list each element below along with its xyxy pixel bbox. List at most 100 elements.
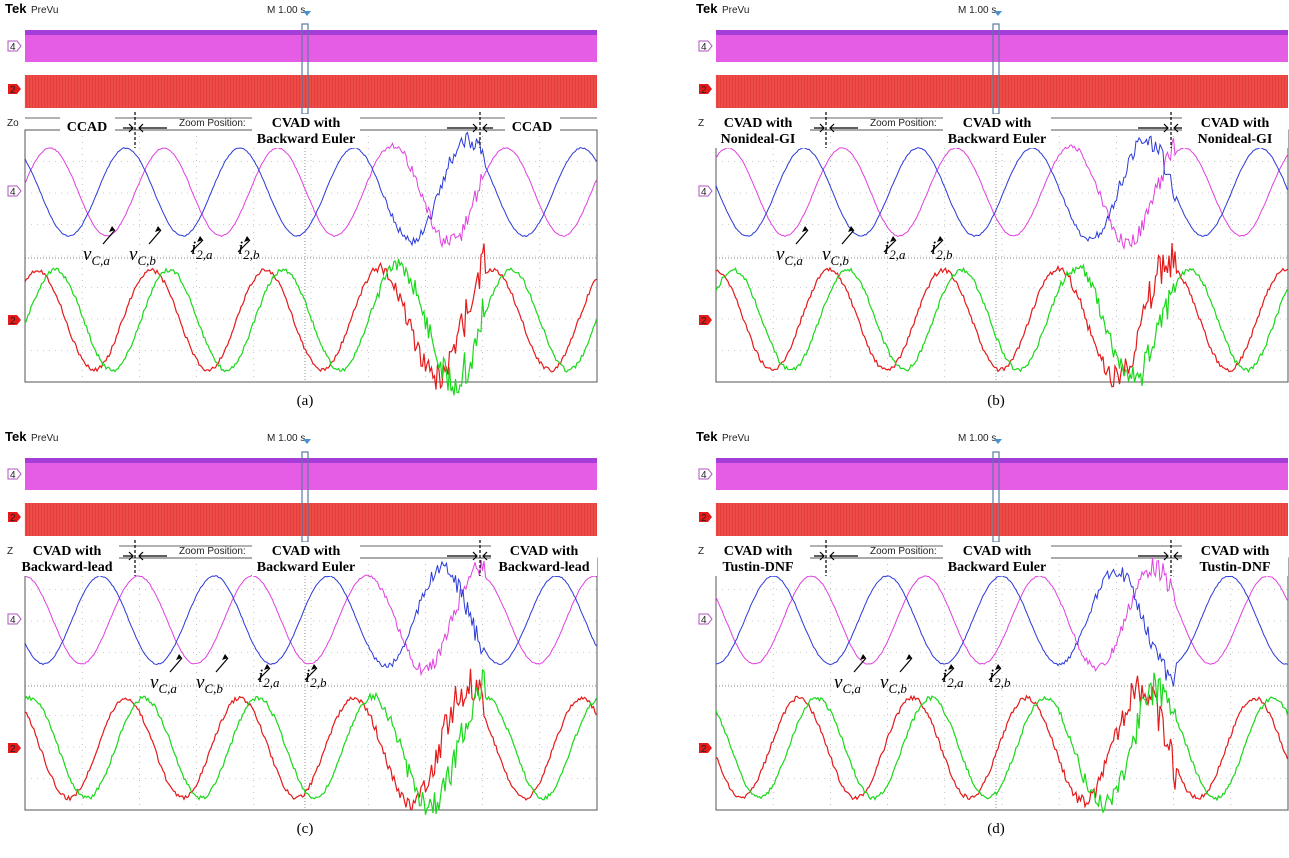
arrow-i-2a-head — [197, 236, 203, 242]
arrow-right-in-icon — [1138, 551, 1169, 561]
right-label-bg — [1182, 542, 1288, 576]
overview-ch4-band — [25, 458, 597, 490]
middle-segment-label-line2: Backward Euler — [948, 560, 1046, 575]
right-segment-label-line1: CVAD with — [510, 544, 579, 559]
trace-i-2b — [24, 668, 598, 815]
arrow-v-cb — [215, 657, 229, 673]
right-segment-label-line2: Backward-lead — [499, 560, 590, 575]
left-segment-label-line2: Backward-lead — [22, 560, 113, 575]
left-segment-label-line1: CVAD with — [724, 116, 793, 131]
arrow-i-2a — [190, 239, 204, 253]
arrow-i-2a-head — [948, 664, 954, 670]
panel-d: Tek PreVu M 1.00 s 4 2 Zo Zoom Position: 4 2 CVAD… — [696, 428, 1289, 837]
overview-ch2-band — [716, 75, 1288, 108]
label-v-ca: vC,a — [83, 244, 110, 268]
caption-d: (d) — [987, 821, 1005, 837]
overview-ch4-band — [25, 30, 597, 62]
arrow-i-2a-head — [264, 664, 270, 670]
arrow-i-2b — [304, 667, 318, 681]
right-segment-label-line1: CVAD with — [1201, 544, 1270, 559]
arrow-i-2b — [930, 239, 944, 253]
arrow-right-in-icon — [447, 551, 478, 561]
left-segment-label-line1: CVAD with — [33, 544, 102, 559]
ch4-overview-marker-icon — [7, 468, 22, 480]
arrow-left-out-icon — [829, 123, 858, 133]
trace-i-2a — [24, 668, 598, 811]
arrow-i-2a-head — [890, 236, 896, 242]
left-label-bg — [60, 117, 115, 135]
middle-segment-label-line2: Backward Euler — [257, 560, 355, 575]
arrow-v-cb — [148, 229, 162, 245]
timebase-label: M 1.00 s — [267, 433, 305, 444]
left-label-bg — [704, 114, 810, 148]
ch4-marker-icon — [7, 185, 22, 197]
trace-v-cb — [24, 131, 597, 247]
ch4-marker-icon — [7, 613, 22, 625]
ch2-marker-icon — [8, 315, 21, 325]
arrow-v-ca-head — [109, 226, 115, 232]
ch4-overview-marker-label: 4 — [701, 42, 707, 53]
ch2-overview-marker-icon — [8, 84, 21, 94]
label-i-2a: i2,a — [191, 238, 213, 262]
timebase-label: M 1.00 s — [958, 433, 996, 444]
panel-b: Tek PreVu M 1.00 s 4 2 Zo Zoom Position: 4 2 CVAD… — [696, 0, 1289, 409]
right-segment-label: CCAD — [512, 120, 552, 135]
overview-ch2-band — [25, 75, 597, 108]
arrow-i-2b-head — [311, 664, 317, 670]
zoom-position-label: Zoom Position: — [179, 546, 246, 557]
arrow-i-2b-head — [937, 236, 943, 242]
middle-segment-label-line1: CVAD with — [963, 116, 1032, 131]
trigger-marker-icon — [303, 439, 311, 444]
mode-label: PreVu — [31, 5, 58, 16]
label-v-ca: vC,a — [150, 672, 177, 696]
mode-label: PreVu — [31, 433, 58, 444]
arrow-v-cb-head — [155, 226, 161, 232]
brand-label: Tek — [5, 429, 27, 444]
left-segment-label-line2: Nonideal-GI — [721, 132, 796, 147]
trace-v-ca — [715, 557, 1288, 672]
ch2-marker-icon — [8, 743, 21, 753]
arrow-v-ca-head — [802, 226, 808, 232]
left-segment-label-line2: Tustin-DNF — [722, 560, 793, 575]
left-segment-label: CCAD — [67, 120, 107, 135]
left-label-bg — [13, 542, 119, 576]
right-label-bg — [1182, 114, 1288, 148]
arrow-i-2a — [941, 667, 955, 681]
arrow-v-ca-head — [176, 654, 182, 660]
overview-ch4-edge — [25, 458, 597, 463]
arrow-v-cb-head — [906, 654, 912, 660]
trace-v-ca — [24, 559, 597, 677]
trace-v-cb — [715, 135, 1288, 242]
ch4-marker-icon — [698, 185, 713, 197]
trace-i-2b — [715, 263, 1289, 386]
ch2-overview-marker-icon — [699, 84, 712, 94]
arrow-v-cb — [841, 229, 855, 245]
trace-i-2a — [715, 242, 1288, 388]
label-v-ca: vC,a — [776, 244, 803, 268]
caption-b: (b) — [987, 393, 1005, 409]
scope-a: Tek PreVu M 1.00 s 4 2 Zo Zoom Position: 4 2 CCAD… — [5, 1, 598, 396]
ch2-marker-label: 2 — [701, 744, 707, 755]
arrow-left-in-icon — [123, 551, 134, 561]
ch2-overview-marker-icon — [699, 512, 712, 522]
arrow-i-2a — [883, 239, 897, 253]
timebase-label: M 1.00 s — [267, 5, 305, 16]
middle-segment-label-line2: Backward Euler — [948, 132, 1046, 147]
overview-ch4-band — [716, 30, 1288, 62]
arrow-v-ca — [795, 229, 809, 245]
arrow-v-ca — [853, 657, 867, 673]
trigger-marker-icon — [303, 11, 311, 16]
label-i-2b: i2,b — [989, 666, 1011, 690]
ch2-overview-marker-label: 2 — [10, 85, 16, 96]
arrow-v-ca — [169, 657, 183, 673]
label-i-2a: i2,a — [884, 238, 906, 262]
arrow-right-out-icon — [482, 123, 493, 133]
label-i-2a: i2,a — [942, 666, 964, 690]
middle-segment-label-line1: CVAD with — [963, 544, 1032, 559]
arrow-left-in-icon — [123, 123, 134, 133]
timebase-label: M 1.00 s — [958, 5, 996, 16]
panel-a: Tek PreVu M 1.00 s 4 2 Zo Zoom Position: 4 2 CCAD… — [5, 0, 605, 409]
ch2-overview-marker-label: 2 — [10, 513, 16, 524]
